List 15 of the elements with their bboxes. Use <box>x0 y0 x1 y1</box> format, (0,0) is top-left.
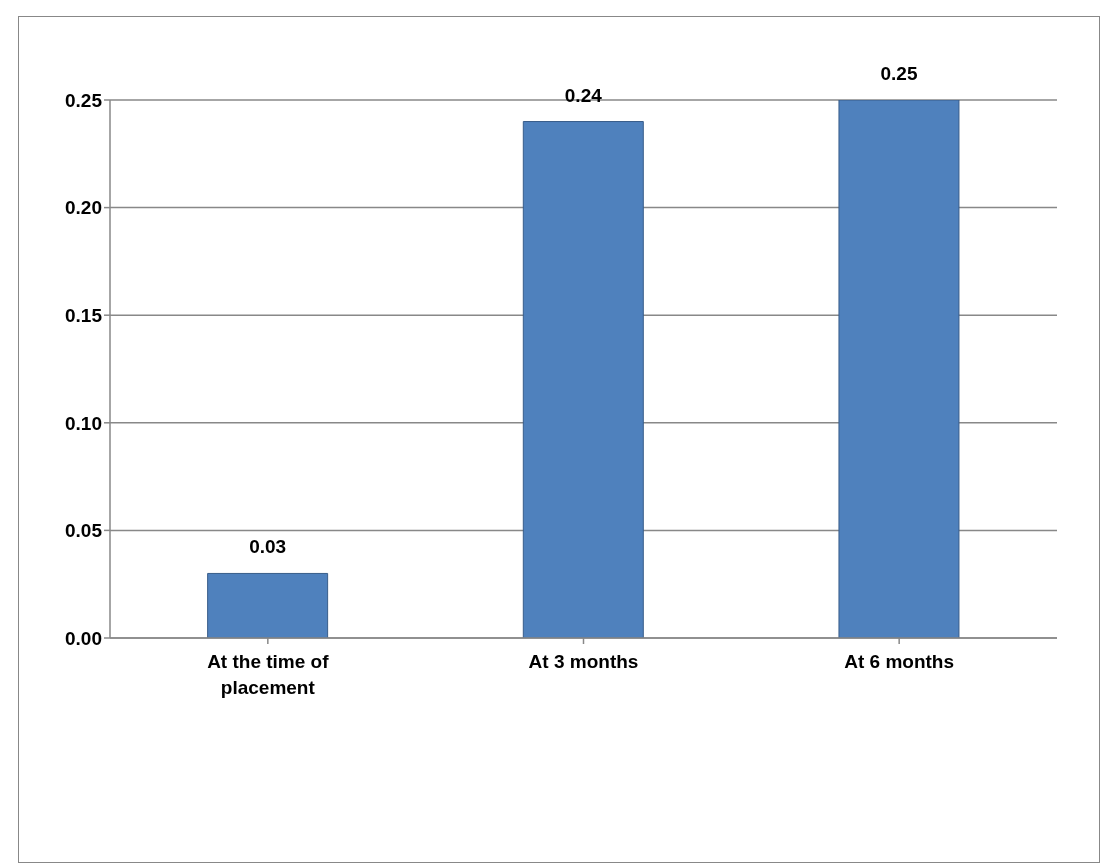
data-label: 0.24 <box>564 84 603 106</box>
y-tick-label: 0.05 <box>65 520 103 542</box>
x-tick-label: At the time of placement <box>207 651 330 698</box>
bar <box>522 121 644 638</box>
bar <box>207 572 329 638</box>
y-tick-label: 0.15 <box>65 304 103 326</box>
y-tick-label: 0.10 <box>65 412 102 434</box>
x-tick-label: At 6 months <box>844 651 955 672</box>
data-label: 0.25 <box>880 63 918 84</box>
data-label: 0.03 <box>249 536 287 558</box>
y-tick-label: 0.25 <box>65 89 103 111</box>
y-tick-label: 0.00 <box>65 627 102 649</box>
y-tick-label: 0.20 <box>65 197 102 219</box>
x-tick-label: At 3 months <box>528 651 639 672</box>
bar <box>838 100 960 638</box>
